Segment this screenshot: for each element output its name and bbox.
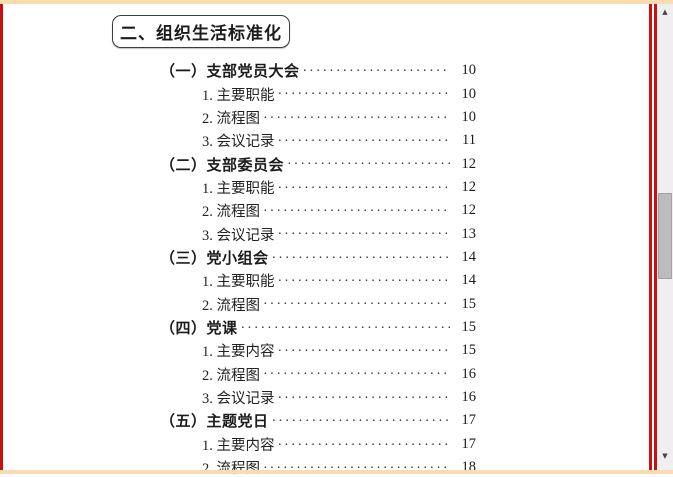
toc-entry-label: 1. 主要内容 — [202, 344, 275, 361]
dot-leader — [272, 246, 450, 269]
toc-entry[interactable]: 1. 主要职能 12 — [160, 176, 476, 199]
toc-entry-label: （三）党小组会 — [160, 250, 269, 267]
toc-entry-label: 2. 流程图 — [202, 204, 260, 221]
toc-entry[interactable]: 1. 主要内容 15 — [160, 339, 476, 362]
page-edge-line-inner — [654, 4, 657, 470]
scroll-up-icon: ▲ — [662, 8, 668, 16]
toc-entry-page: 11 — [462, 132, 476, 149]
toc-entry[interactable]: 3. 会议记录 16 — [160, 386, 476, 409]
dot-leader — [278, 339, 451, 362]
toc-entry-page: 17 — [461, 412, 477, 429]
toc-entry[interactable]: （一）支部党员大会 10 — [160, 59, 476, 82]
toc-entry-label: 3. 会议记录 — [202, 227, 275, 244]
toc-entry-label: 1. 主要内容 — [202, 437, 275, 454]
toc-entry-page: 12 — [461, 178, 477, 195]
scrollbar[interactable]: ▲ ▼ — [657, 4, 673, 470]
toc-entry[interactable]: 2. 流程图 16 — [160, 362, 476, 385]
toc-entry-page: 15 — [461, 318, 477, 335]
toc-entry-label: 3. 会议记录 — [202, 390, 275, 407]
toc-entry-label: （二）支部委员会 — [160, 157, 285, 174]
toc-entry[interactable]: 1. 主要内容 17 — [160, 433, 476, 456]
toc-entry-label: 2. 流程图 — [202, 297, 260, 314]
toc-list: （一）支部党员大会 10 1. 主要职能 10 2. 流程图 10 3. 会议记… — [160, 59, 476, 477]
scroll-up-button[interactable]: ▲ — [657, 5, 673, 19]
toc-entry-label: 1. 主要职能 — [202, 87, 275, 104]
toc-entry-label: （五）主题党日 — [160, 414, 269, 431]
toc-entry[interactable]: 3. 会议记录 11 — [160, 129, 476, 152]
scroll-down-button[interactable]: ▼ — [657, 449, 673, 463]
dot-leader — [278, 433, 451, 456]
scrollbar-thumb[interactable] — [658, 193, 672, 279]
dot-leader — [278, 176, 451, 199]
toc-entry-page: 12 — [461, 202, 477, 219]
section-title-box: 二、组织生活标准化 — [112, 15, 290, 48]
toc-entry[interactable]: （四）党课 15 — [160, 316, 476, 339]
toc-entry[interactable]: 1. 主要职能 14 — [160, 269, 476, 292]
toc-entry-page: 15 — [461, 342, 477, 359]
toc-entry-label: 2. 流程图 — [202, 461, 260, 477]
dot-leader — [278, 82, 451, 105]
dot-leader — [241, 316, 450, 339]
left-border — [0, 4, 3, 470]
toc-entry[interactable]: （五）主题党日 17 — [160, 409, 476, 432]
toc-entry-label: 2. 流程图 — [202, 110, 260, 127]
dot-leader — [263, 199, 450, 222]
section-title: 二、组织生活标准化 — [120, 24, 282, 43]
toc-entry[interactable]: 1. 主要职能 10 — [160, 82, 476, 105]
toc-entry-page: 13 — [461, 225, 477, 242]
dot-leader — [272, 409, 450, 432]
dot-leader — [263, 292, 450, 315]
toc-entry-page: 16 — [461, 388, 477, 405]
toc-entry-page: 12 — [461, 155, 477, 172]
dot-leader — [278, 269, 451, 292]
dot-leader — [303, 59, 450, 82]
toc-entry-label: 2. 流程图 — [202, 367, 260, 384]
bottom-border — [0, 470, 673, 474]
dot-leader — [263, 106, 450, 129]
toc-entry-label: 3. 会议记录 — [202, 134, 275, 151]
toc-entry-page: 10 — [461, 108, 477, 125]
toc-entry-label: 1. 主要职能 — [202, 274, 275, 291]
toc-entry[interactable]: 2. 流程图 12 — [160, 199, 476, 222]
dot-leader — [278, 129, 451, 152]
page-edge-line-outer — [649, 4, 652, 470]
toc-entry[interactable]: 2. 流程图 10 — [160, 106, 476, 129]
toc-entry[interactable]: 3. 会议记录 13 — [160, 222, 476, 245]
dot-leader — [287, 152, 450, 175]
toc-entry[interactable]: 2. 流程图 15 — [160, 292, 476, 315]
dot-leader — [278, 222, 451, 245]
toc-entry-page: 10 — [461, 62, 477, 79]
toc-entry-page: 16 — [461, 365, 477, 382]
toc-entry-label: 1. 主要职能 — [202, 180, 275, 197]
toc-entry[interactable]: （二）支部委员会 12 — [160, 152, 476, 175]
toc-entry-label: （四）党课 — [160, 320, 238, 337]
toc-entry-page: 14 — [461, 272, 477, 289]
toc-entry-label: （一）支部党员大会 — [160, 64, 300, 81]
dot-leader — [278, 386, 451, 409]
toc-entry-page: 10 — [461, 85, 477, 102]
dot-leader — [263, 362, 450, 385]
top-border — [0, 0, 673, 4]
toc-entry[interactable]: （三）党小组会 14 — [160, 246, 476, 269]
toc-entry-page: 17 — [461, 435, 477, 452]
toc-entry-page: 14 — [461, 248, 477, 265]
toc-entry-page: 15 — [461, 295, 477, 312]
scroll-down-icon: ▼ — [662, 452, 668, 460]
